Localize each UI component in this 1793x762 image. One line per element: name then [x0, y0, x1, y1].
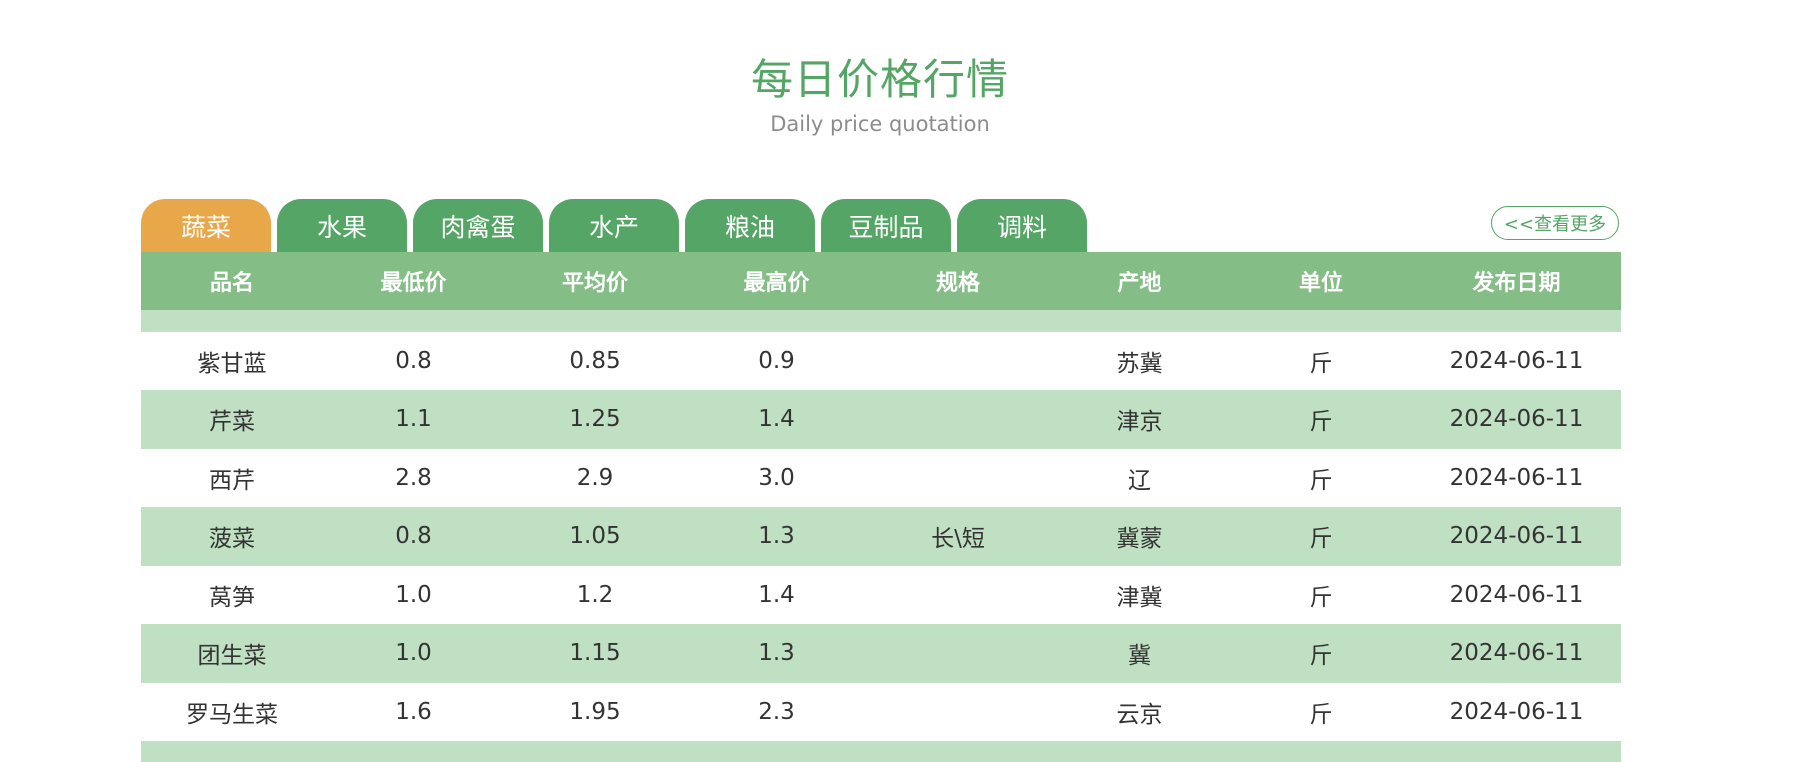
table-cell: [867, 332, 1049, 391]
table-cell: 冀蒙: [1116, 526, 1163, 553]
table-cell: [504, 741, 686, 762]
table-row: 罗马生菜 1.6 1.95 2.3 云京 斤 2024-06-11: [141, 682, 1621, 742]
table-cell: 1.2: [576, 581, 614, 608]
table-cell: 西芹: [209, 467, 255, 494]
table-cell: 2024-06-11: [1449, 581, 1584, 608]
column-header-spec: 规格: [935, 271, 980, 296]
table-cell: 紫甘蓝: [197, 350, 267, 377]
table-cell: 团生菜: [197, 643, 267, 670]
table-cell: 云京: [1116, 701, 1163, 728]
table-cell: [686, 741, 867, 762]
table-body: 紫甘蓝 0.8 0.85 0.9 苏冀斤 2024-06-11 芹菜 1.1 1.25 1.4 津京…: [141, 273, 1621, 762]
tab-soy-products[interactable]: 豆制品: [821, 199, 951, 252]
table-cell: 1.3: [758, 523, 795, 550]
table-cell: 1.0: [395, 640, 432, 667]
category-tabs: 蔬菜 水果 肉禽蛋 水产 粮油 豆制品 调料: [141, 199, 1087, 252]
table-cell: [1230, 741, 1412, 762]
table-cell: 2024-06-11: [1449, 347, 1584, 374]
table-cell: 辽: [1128, 467, 1151, 494]
table-cell: 斤: [1309, 467, 1333, 494]
tab-aquatic[interactable]: 水产: [549, 199, 679, 252]
table-cell: 1.95: [569, 698, 621, 725]
column-header-name: 品名: [209, 271, 254, 296]
table-cell: 0.9: [758, 347, 795, 374]
tab-fruits[interactable]: 水果: [277, 199, 407, 252]
table-row: 紫甘蓝 0.8 0.85 0.9 苏冀 斤 2024-06-11: [141, 331, 1621, 391]
table-cell: [867, 390, 1049, 449]
page-subtitle: Daily price quotation: [770, 112, 990, 136]
table-cell: 苏冀: [1116, 350, 1163, 377]
table-cell: 1.1: [395, 406, 432, 433]
table-cell: 1.05: [569, 523, 621, 550]
column-header-max-price: 最高价: [743, 271, 810, 296]
table-cell: 斤: [1309, 701, 1333, 728]
table-row: 团生菜 1.0 1.15 1.3 冀 斤 2024-06-11: [141, 624, 1621, 683]
table-cell: 2.8: [395, 464, 432, 491]
table-cell: 1.3: [758, 640, 795, 667]
table-cell: 1.4: [758, 581, 795, 608]
table-cell: 斤: [1309, 584, 1333, 611]
table-cell: [323, 741, 504, 762]
table-cell: 罗马生菜: [186, 701, 278, 728]
table-header: 品名 最低价 平均价 最高价 规格 产地 单位 发布日期: [141, 252, 1621, 310]
table-cell: 菠菜: [209, 526, 255, 553]
table-cell: [867, 741, 1049, 762]
table-cell: 0.8: [395, 347, 432, 374]
table-cell: 2024-06-11: [1449, 464, 1584, 491]
table-cell: 津冀: [1116, 584, 1163, 611]
table-cell: 2024-06-11: [1449, 406, 1584, 433]
table-cell: [867, 449, 1049, 508]
table-cell: 0.85: [569, 347, 621, 374]
table-cell: 斤: [1309, 526, 1333, 553]
table-cell: 津京: [1116, 409, 1163, 436]
tab-vegetables[interactable]: 蔬菜: [141, 199, 271, 252]
table-cell: [867, 683, 1049, 742]
table-cell: 2.9: [576, 464, 614, 491]
table-cell: [1049, 741, 1230, 762]
tab-meat-poultry-eggs[interactable]: 肉禽蛋: [413, 199, 543, 252]
table-cell: 3.0: [758, 464, 795, 491]
table-row: 西芹 2.8 2.9 3.0 辽 斤 2024-06-11: [141, 448, 1621, 508]
table-cell: 2024-06-11: [1449, 640, 1584, 667]
column-header-unit: 单位: [1298, 271, 1343, 296]
column-header-date: 发布日期: [1472, 271, 1561, 296]
table-cell: [867, 624, 1049, 683]
tab-grain-oil[interactable]: 粮油: [685, 199, 815, 252]
table-cell: 冀: [1128, 643, 1151, 670]
column-header-avg-price: 平均价: [561, 271, 628, 296]
view-more-link[interactable]: <<查看更多: [1491, 206, 1619, 240]
table-cell: [867, 566, 1049, 625]
table-cell: 斤: [1309, 643, 1333, 670]
column-header-origin: 产地: [1117, 271, 1162, 296]
table-cell: 0.8: [395, 523, 432, 550]
table-cell: 2024-06-11: [1449, 698, 1584, 725]
table-cell: 芹菜: [209, 409, 255, 436]
table-row: 芹菜 1.1 1.25 1.4 津京 斤 2024-06-11: [141, 390, 1621, 449]
table-cell: 1.6: [395, 698, 432, 725]
table-cell: 斤: [1309, 350, 1333, 377]
table-row: 莴笋 1.0 1.2 1.4 津冀 斤 2024-06-11: [141, 565, 1621, 625]
tab-seasonings[interactable]: 调料: [957, 199, 1087, 252]
column-header-min-price: 最低价: [380, 271, 447, 296]
table-row: 菠菜 0.8 1.05 1.3 长\短 冀蒙 斤 2024-06-11: [141, 507, 1621, 566]
table-cell: 1.25: [569, 406, 621, 433]
table-cell: [141, 741, 323, 762]
price-table: 品名 最低价 平均价 最高价 规格 产地 单位 发布日期 紫甘蓝 0.8 0.85 0…: [141, 252, 1621, 762]
table-cell: 长\短: [931, 526, 985, 553]
table-cell: [1412, 741, 1621, 762]
table-cell: 斤: [1309, 409, 1333, 436]
page-title: 每日价格行情: [750, 55, 1009, 104]
table-cell: 1.15: [569, 640, 621, 667]
table-cell: 莴笋: [209, 584, 255, 611]
table-cell: 1.0: [395, 581, 432, 608]
table-cell: 1.4: [758, 406, 795, 433]
table-row: [141, 741, 1621, 762]
table-cell: 2.3: [758, 698, 795, 725]
table-cell: 2024-06-11: [1449, 523, 1584, 550]
